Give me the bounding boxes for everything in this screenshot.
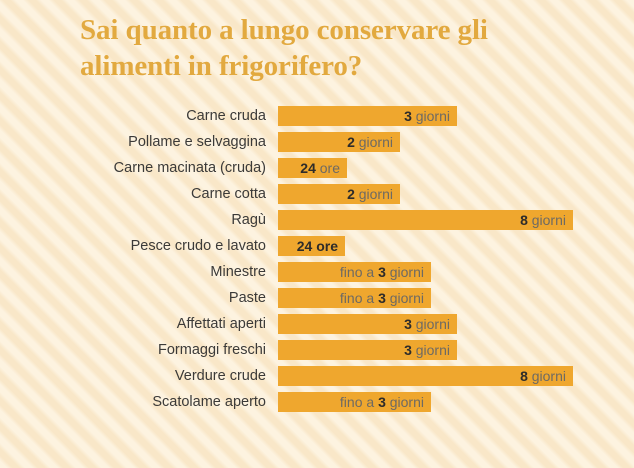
value-number: 8 <box>520 368 528 384</box>
value-unit: giorni <box>531 368 566 384</box>
value-unit: giorni <box>358 134 393 150</box>
value-bar: 2 giorni <box>278 132 400 152</box>
chart-row: Carne cruda 3 giorni <box>0 106 634 126</box>
category-label: Carne cotta <box>191 186 266 202</box>
value-bar: 2 giorni <box>278 184 400 204</box>
value-bar: 3 giorni <box>278 340 457 360</box>
value-unit: giorni <box>358 186 393 202</box>
chart-row: Affettati aperti 3 giorni <box>0 314 634 334</box>
value-number: 3 <box>378 290 386 306</box>
value-number: 3 <box>404 108 412 124</box>
value-bar: 3 giorni <box>278 314 457 334</box>
value-unit: giorni <box>389 394 424 410</box>
bar-value-label: 3 giorni <box>404 106 457 126</box>
bar-value-label: fino a 3 giorni <box>340 288 431 308</box>
category-label: Pollame e selvaggina <box>128 134 266 150</box>
value-unit: giorni <box>389 290 424 306</box>
category-label: Minestre <box>210 264 266 280</box>
chart-row: Formaggi freschi 3 giorni <box>0 340 634 360</box>
value-bar: fino a 3 giorni <box>278 392 431 412</box>
bar-value-label: fino a 3 giorni <box>340 392 431 412</box>
chart-row: Carne cotta 2 giorni <box>0 184 634 204</box>
chart-row: Scatolame aperto fino a 3 giorni <box>0 392 634 412</box>
bar-value-label: 24 ore <box>297 236 345 256</box>
chart-row: Ragù 8 giorni <box>0 210 634 230</box>
bar-value-label: 8 giorni <box>520 366 573 386</box>
value-number: 24 <box>296 238 313 254</box>
value-number: 3 <box>378 264 386 280</box>
value-unit: giorni <box>415 342 450 358</box>
value-bar: 3 giorni <box>278 106 457 126</box>
bar-value-label: 24 ore <box>300 158 347 178</box>
value-number: 3 <box>404 316 412 332</box>
value-unit: ore <box>316 238 338 254</box>
value-prefix: fino a <box>339 264 379 280</box>
category-label: Carne macinata (cruda) <box>113 160 266 176</box>
value-bar: fino a 3 giorni <box>278 262 431 282</box>
value-unit: giorni <box>531 212 566 228</box>
category-label: Pesce crudo e lavato <box>130 238 266 254</box>
category-label: Ragù <box>231 212 266 228</box>
chart-row: Verdure crude 8 giorni <box>0 366 634 386</box>
category-label: Verdure crude <box>174 368 266 384</box>
value-unit: giorni <box>415 316 450 332</box>
bar-value-label: 2 giorni <box>347 184 400 204</box>
bar-chart: Carne cruda 3 giorni Pollame e selvaggina 2… <box>0 106 634 418</box>
value-unit: giorni <box>389 264 424 280</box>
value-prefix: fino a <box>339 290 379 306</box>
category-label: Paste <box>228 290 266 306</box>
bar-value-label: fino a 3 giorni <box>340 262 431 282</box>
category-label: Scatolame aperto <box>152 394 266 410</box>
value-number: 2 <box>347 186 355 202</box>
chart-row: Minestre fino a 3 giorni <box>0 262 634 282</box>
value-bar: 24 ore <box>278 158 347 178</box>
chart-row: Paste fino a 3 giorni <box>0 288 634 308</box>
bar-value-label: 2 giorni <box>347 132 400 152</box>
value-bar: 8 giorni <box>278 366 573 386</box>
value-prefix: fino a <box>339 394 379 410</box>
chart-row: Carne macinata (cruda) 24 ore <box>0 158 634 178</box>
value-unit: ore <box>319 160 340 176</box>
category-label: Affettati aperti <box>176 316 266 332</box>
value-unit: giorni <box>415 108 450 124</box>
category-label: Formaggi freschi <box>158 342 266 358</box>
page-title: Sai quanto a lungo conservare gli alimen… <box>80 14 488 82</box>
value-bar: 24 ore <box>278 236 345 256</box>
bar-value-label: 8 giorni <box>520 210 573 230</box>
bar-value-label: 3 giorni <box>404 340 457 360</box>
value-number: 8 <box>520 212 528 228</box>
value-bar: 8 giorni <box>278 210 573 230</box>
value-number: 3 <box>404 342 412 358</box>
chart-row: Pesce crudo e lavato 24 ore <box>0 236 634 256</box>
value-bar: fino a 3 giorni <box>278 288 431 308</box>
bar-value-label: 3 giorni <box>404 314 457 334</box>
category-label: Carne cruda <box>186 108 266 124</box>
value-number: 2 <box>347 134 355 150</box>
value-number: 24 <box>300 160 316 176</box>
value-number: 3 <box>378 394 386 410</box>
chart-row: Pollame e selvaggina 2 giorni <box>0 132 634 152</box>
